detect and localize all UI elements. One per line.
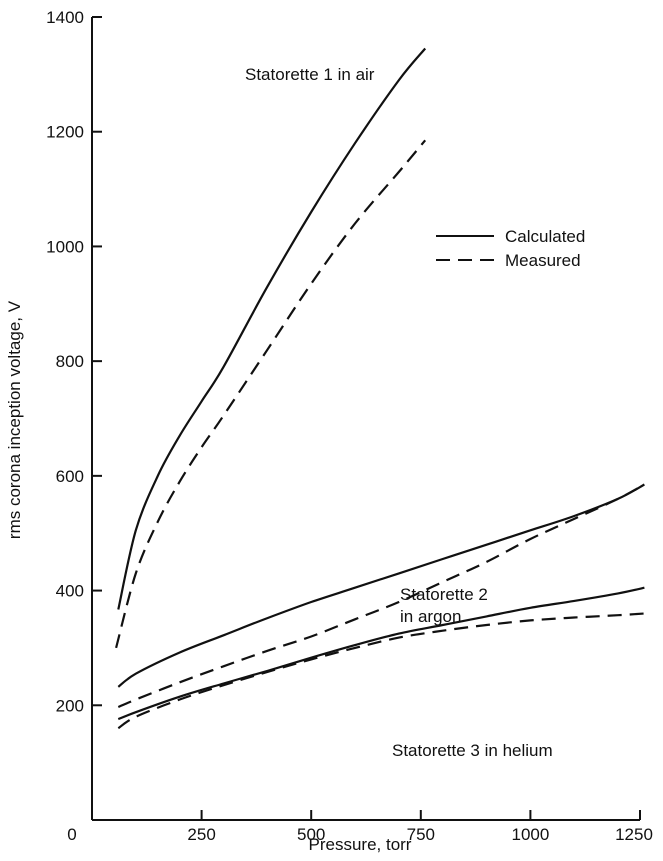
legend-label-measured: Measured (505, 251, 581, 270)
x-axis-title: Pressure, torr (309, 835, 412, 854)
x-tick-label: 750 (407, 825, 435, 844)
series-line-3-solid (117, 483, 645, 688)
legend-label-calculated: Calculated (505, 227, 585, 246)
series-line-1-solid (117, 47, 427, 610)
series-line-4-dashed (117, 483, 645, 709)
annotation-s1: Statorette 1 in air (245, 65, 375, 84)
x-tick-label: 1250 (615, 825, 653, 844)
y-tick-label: 400 (56, 582, 84, 601)
legend: Calculated Measured (436, 227, 585, 270)
x-tick-label: 1000 (511, 825, 549, 844)
series-line-5-solid (117, 586, 645, 721)
x-tick-label: 0 (67, 825, 76, 844)
y-tick-label: 200 (56, 696, 84, 715)
annotation-s3: Statorette 3 in helium (392, 741, 553, 760)
y-tick-label: 1000 (46, 237, 84, 256)
x-tick-label: 500 (297, 825, 325, 844)
annotation-layer: Statorette 1 in air Statorette 2 in argon S… (245, 65, 553, 760)
ticks: 200 400 600 800 1000 1200 1400 0 250 500 750 1000 12… (46, 8, 653, 844)
annotation-s2: Statorette 2 (400, 585, 488, 604)
y-tick-label: 800 (56, 352, 84, 371)
y-tick-label: 600 (56, 467, 84, 486)
y-tick-label: 1200 (46, 123, 84, 142)
y-tick-label: 1400 (46, 8, 84, 27)
series-line-2-dashed (115, 139, 427, 649)
annotation-s2: in argon (400, 607, 461, 626)
x-tick-label: 250 (187, 825, 215, 844)
y-axis-title: rms corona inception voltage, V (5, 300, 24, 539)
series-layer (115, 47, 645, 730)
axes (91, 17, 640, 821)
series-line-6-dashed (117, 612, 645, 730)
